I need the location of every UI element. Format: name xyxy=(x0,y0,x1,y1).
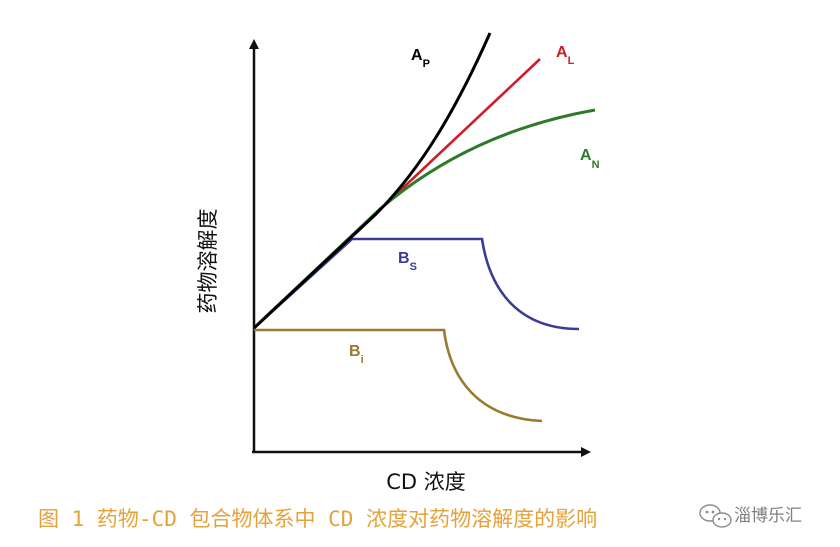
y-axis-title: 药物溶解度 xyxy=(196,209,220,314)
curve-bs xyxy=(253,237,580,331)
label-al: AL xyxy=(556,44,575,67)
figure-caption: 图 1 药物-CD 包合物体系中 CD 浓度对药物溶解度的影响 xyxy=(38,507,597,531)
label-an: AN xyxy=(580,147,600,171)
label-bi: Bi xyxy=(349,343,364,366)
curve-bi xyxy=(254,328,543,423)
wechat-icon xyxy=(699,504,732,528)
curve-an xyxy=(252,108,596,330)
label-ap: AP xyxy=(411,47,430,70)
curve-ap xyxy=(252,32,492,330)
label-bs: BS xyxy=(398,250,417,273)
watermark: 淄博乐汇 xyxy=(699,504,802,528)
x-axis-title: CD 浓度 xyxy=(386,470,466,494)
watermark-text: 淄博乐汇 xyxy=(734,506,802,526)
